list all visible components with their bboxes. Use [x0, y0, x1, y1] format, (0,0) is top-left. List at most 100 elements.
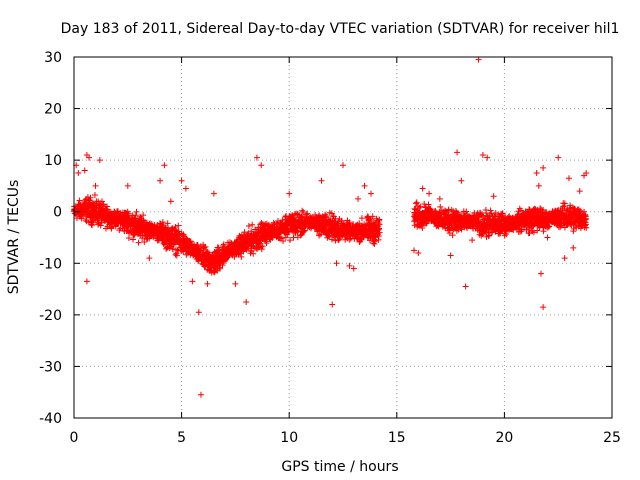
data-point: [125, 210, 132, 217]
data-point: [133, 208, 140, 215]
data-point: [356, 220, 363, 227]
data-point: [243, 298, 250, 305]
data-point: [167, 198, 174, 205]
data-point: [194, 242, 201, 249]
x-tick-label: 0: [70, 430, 79, 446]
data-point: [215, 244, 222, 251]
data-point: [173, 252, 180, 259]
data-point: [518, 207, 525, 214]
data-point: [189, 278, 196, 285]
data-point: [317, 231, 324, 238]
y-tick-label: -10: [39, 256, 62, 272]
data-marks: [71, 56, 590, 398]
data-point: [277, 220, 284, 227]
data-point: [104, 206, 111, 213]
data-point: [253, 154, 260, 161]
data-point: [280, 238, 287, 245]
data-point: [503, 231, 510, 238]
data-point: [367, 190, 374, 197]
data-point: [518, 228, 525, 235]
data-point: [238, 253, 245, 260]
data-point: [434, 222, 441, 229]
data-point: [91, 191, 98, 198]
data-point: [561, 200, 568, 207]
data-point: [419, 224, 426, 231]
x-tick-label: 15: [388, 430, 406, 446]
data-point: [304, 210, 311, 217]
data-point: [288, 225, 295, 232]
data-point: [243, 246, 250, 253]
data-point: [95, 221, 102, 228]
data-point: [576, 188, 583, 195]
x-tick-label: 20: [495, 430, 513, 446]
data-point: [534, 227, 541, 234]
data-point: [323, 212, 330, 219]
data-point: [376, 221, 383, 228]
data-point: [300, 228, 307, 235]
data-point: [437, 203, 444, 210]
y-tick-label: 0: [53, 205, 62, 221]
data-point: [499, 210, 506, 217]
data-point: [83, 278, 90, 285]
data-point: [358, 236, 365, 243]
y-tick-label: -20: [39, 308, 62, 324]
y-tick-label: 10: [44, 153, 62, 169]
data-point: [210, 190, 217, 197]
data-point: [540, 304, 547, 311]
y-tick-label: 30: [44, 50, 62, 66]
data-point: [259, 243, 266, 250]
data-point: [416, 204, 423, 211]
data-point: [412, 206, 419, 213]
data-point: [250, 250, 257, 257]
data-point: [258, 162, 265, 169]
data-point: [96, 157, 103, 164]
data-point: [161, 162, 168, 169]
data-point: [231, 253, 238, 260]
data-point: [426, 190, 433, 197]
data-point: [479, 151, 486, 158]
data-point: [195, 309, 202, 316]
data-point: [182, 185, 189, 192]
data-point: [469, 237, 476, 244]
data-point: [92, 182, 99, 189]
data-point: [178, 177, 185, 184]
data-point: [338, 217, 345, 224]
data-point: [475, 56, 482, 63]
data-point: [535, 182, 542, 189]
data-point: [205, 249, 212, 256]
data-point: [252, 226, 259, 233]
data-point: [175, 222, 182, 229]
data-point: [287, 237, 294, 244]
data-point: [554, 207, 561, 214]
data-point: [570, 244, 577, 251]
data-point: [544, 234, 551, 241]
data-point: [172, 223, 179, 230]
data-point: [249, 221, 256, 228]
data-point: [419, 185, 426, 192]
data-point: [159, 219, 166, 226]
y-tick-label: 20: [44, 102, 62, 118]
data-point: [369, 213, 376, 220]
data-point: [417, 203, 424, 210]
data-point: [82, 216, 89, 223]
data-point: [81, 167, 88, 174]
data-point: [411, 247, 418, 254]
data-point: [533, 170, 540, 177]
data-point: [172, 251, 179, 258]
x-tick-labels: 0 5 10 15 20 25: [70, 430, 621, 446]
data-point: [565, 175, 572, 182]
data-point: [245, 223, 252, 230]
data-point: [415, 249, 422, 256]
data-point: [329, 301, 336, 308]
data-point: [583, 170, 590, 177]
data-point: [515, 208, 522, 215]
data-point: [488, 210, 495, 217]
data-point: [220, 241, 227, 248]
data-point: [583, 215, 590, 222]
plot-frame: [73, 56, 613, 419]
y-tick-labels: -40 -30 -20 -10 0 10 20 30: [39, 50, 62, 427]
data-point: [570, 225, 577, 232]
data-point: [376, 229, 383, 236]
data-point: [448, 206, 455, 213]
